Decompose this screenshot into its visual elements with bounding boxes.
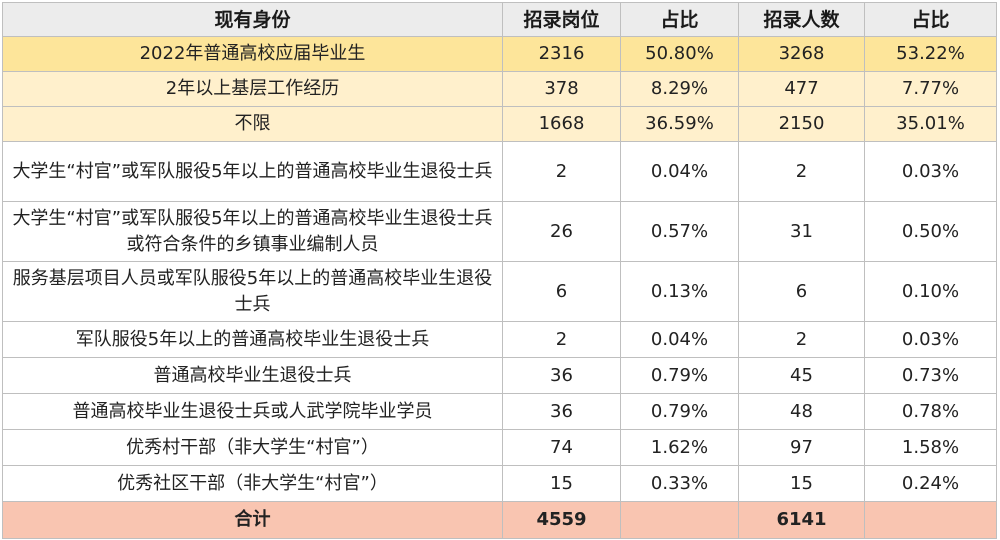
row-positions-ratio: 0.04% [621, 142, 739, 202]
header-recruits: 招录人数 [739, 3, 865, 37]
row-recruits: 31 [739, 202, 865, 262]
header-recruits-ratio: 占比 [865, 3, 997, 37]
row-positions-ratio: 0.57% [621, 202, 739, 262]
row-recruits-ratio: 0.50% [865, 202, 997, 262]
row-identity: 服务基层项目人员或军队服役5年以上的普通高校毕业生退役士兵 [3, 262, 503, 322]
row-recruits: 3268 [739, 37, 865, 72]
row-identity: 优秀社区干部（非大学生“村官”） [3, 466, 503, 502]
header-positions: 招录岗位 [503, 3, 621, 37]
row-recruits-ratio: 0.03% [865, 142, 997, 202]
row-recruits-ratio: 7.77% [865, 72, 997, 107]
row-positions: 15 [503, 466, 621, 502]
row-positions: 6 [503, 262, 621, 322]
row-positions-ratio: 0.13% [621, 262, 739, 322]
row-identity: 优秀村干部（非大学生“村官”） [3, 430, 503, 466]
row-positions: 36 [503, 358, 621, 394]
row-positions-ratio: 8.29% [621, 72, 739, 107]
row-positions: 2316 [503, 37, 621, 72]
row-identity: 2年以上基层工作经历 [3, 72, 503, 107]
header-positions-ratio: 占比 [621, 3, 739, 37]
row-positions-ratio: 0.04% [621, 322, 739, 358]
row-recruits-ratio: 35.01% [865, 107, 997, 142]
row-positions: 2 [503, 142, 621, 202]
row-recruits-ratio: 1.58% [865, 430, 997, 466]
row-recruits: 45 [739, 358, 865, 394]
total-positions: 4559 [503, 502, 621, 539]
row-recruits: 477 [739, 72, 865, 107]
row-recruits-ratio: 0.10% [865, 262, 997, 322]
total-positions-ratio [621, 502, 739, 539]
header-identity: 现有身份 [3, 3, 503, 37]
row-recruits-ratio: 0.24% [865, 466, 997, 502]
total-recruits-ratio [865, 502, 997, 539]
row-identity: 普通高校毕业生退役士兵或人武学院毕业学员 [3, 394, 503, 430]
row-recruits: 2150 [739, 107, 865, 142]
row-recruits: 2 [739, 142, 865, 202]
row-positions-ratio: 0.33% [621, 466, 739, 502]
row-recruits: 15 [739, 466, 865, 502]
total-recruits: 6141 [739, 502, 865, 539]
row-identity: 大学生“村官”或军队服役5年以上的普通高校毕业生退役士兵或符合条件的乡镇事业编制… [3, 202, 503, 262]
row-positions: 1668 [503, 107, 621, 142]
row-recruits: 97 [739, 430, 865, 466]
row-positions-ratio: 0.79% [621, 358, 739, 394]
row-positions: 2 [503, 322, 621, 358]
total-label: 合计 [3, 502, 503, 539]
row-recruits-ratio: 53.22% [865, 37, 997, 72]
row-identity: 大学生“村官”或军队服役5年以上的普通高校毕业生退役士兵 [3, 142, 503, 202]
row-positions-ratio: 0.79% [621, 394, 739, 430]
row-positions-ratio: 50.80% [621, 37, 739, 72]
row-positions: 36 [503, 394, 621, 430]
row-identity: 不限 [3, 107, 503, 142]
row-recruits-ratio: 0.03% [865, 322, 997, 358]
row-identity: 军队服役5年以上的普通高校毕业生退役士兵 [3, 322, 503, 358]
row-identity: 2022年普通高校应届毕业生 [3, 37, 503, 72]
row-positions-ratio: 1.62% [621, 430, 739, 466]
row-positions: 74 [503, 430, 621, 466]
row-recruits-ratio: 0.78% [865, 394, 997, 430]
row-positions: 26 [503, 202, 621, 262]
row-identity: 普通高校毕业生退役士兵 [3, 358, 503, 394]
row-recruits-ratio: 0.73% [865, 358, 997, 394]
row-positions-ratio: 36.59% [621, 107, 739, 142]
row-recruits: 6 [739, 262, 865, 322]
row-recruits: 2 [739, 322, 865, 358]
row-recruits: 48 [739, 394, 865, 430]
row-positions: 378 [503, 72, 621, 107]
